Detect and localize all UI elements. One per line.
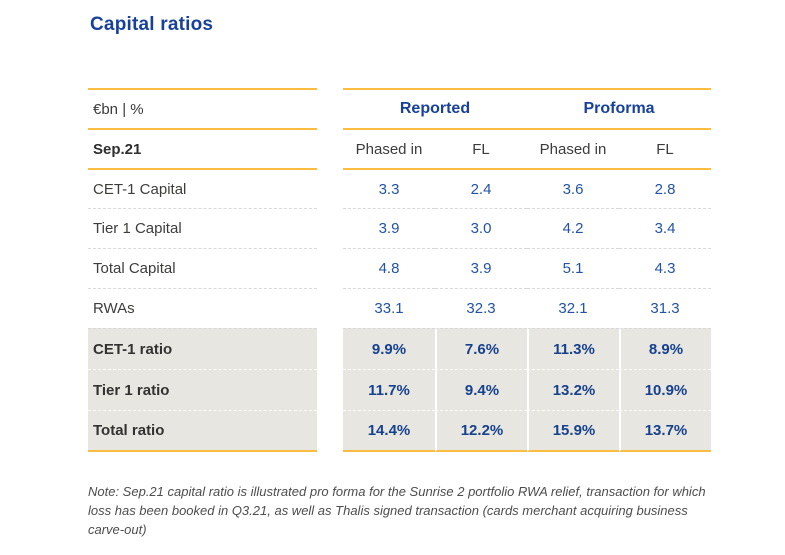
column-gap bbox=[317, 208, 343, 248]
cell-value: 7.6% bbox=[435, 328, 527, 369]
cell-value: 9.4% bbox=[435, 369, 527, 410]
cell-value: 4.8 bbox=[343, 248, 435, 288]
column-gap bbox=[317, 369, 343, 410]
cell-value: 11.3% bbox=[527, 328, 619, 369]
row-label: Tier 1 Capital bbox=[88, 208, 317, 248]
subheader-proforma-fl: FL bbox=[619, 128, 711, 168]
cell-value: 8.9% bbox=[619, 328, 711, 369]
table-row-total-ratio: Total ratio 14.4% 12.2% 15.9% 13.7% bbox=[88, 410, 711, 452]
cell-value: 3.6 bbox=[527, 168, 619, 208]
table-header-subcolumns: Sep.21 Phased in FL Phased in FL bbox=[88, 128, 711, 168]
cell-value: 12.2% bbox=[435, 410, 527, 452]
column-gap bbox=[317, 128, 343, 168]
table-header-groups: €bn | % Reported Proforma bbox=[88, 88, 711, 128]
subheader-proforma-phased-in: Phased in bbox=[527, 128, 619, 168]
row-label: CET-1 ratio bbox=[88, 328, 317, 369]
period-label: Sep.21 bbox=[88, 128, 317, 168]
row-label: Tier 1 ratio bbox=[88, 369, 317, 410]
cell-value: 2.8 bbox=[619, 168, 711, 208]
subheader-reported-fl: FL bbox=[435, 128, 527, 168]
cell-value: 9.9% bbox=[343, 328, 435, 369]
table-row-cet1-ratio: CET-1 ratio 9.9% 7.6% 11.3% 8.9% bbox=[88, 328, 711, 369]
cell-value: 5.1 bbox=[527, 248, 619, 288]
cell-value: 3.4 bbox=[619, 208, 711, 248]
cell-value: 10.9% bbox=[619, 369, 711, 410]
column-gap bbox=[317, 248, 343, 288]
column-gap bbox=[317, 410, 343, 452]
cell-value: 31.3 bbox=[619, 288, 711, 328]
capital-ratios-table: €bn | % Reported Proforma Sep.21 Phased … bbox=[88, 88, 711, 452]
unit-label: €bn | % bbox=[88, 88, 317, 128]
column-gap bbox=[317, 168, 343, 208]
cell-value: 13.7% bbox=[619, 410, 711, 452]
page-title: Capital ratios bbox=[90, 14, 214, 35]
cell-value: 32.1 bbox=[527, 288, 619, 328]
cell-value: 15.9% bbox=[527, 410, 619, 452]
cell-value: 13.2% bbox=[527, 369, 619, 410]
cell-value: 32.3 bbox=[435, 288, 527, 328]
cell-value: 3.3 bbox=[343, 168, 435, 208]
cell-value: 3.9 bbox=[435, 248, 527, 288]
table-row-rwas: RWAs 33.1 32.3 32.1 31.3 bbox=[88, 288, 711, 328]
cell-value: 4.3 bbox=[619, 248, 711, 288]
row-label: RWAs bbox=[88, 288, 317, 328]
group-header-proforma: Proforma bbox=[527, 88, 711, 128]
table-row-cet1-capital: CET-1 Capital 3.3 2.4 3.6 2.8 bbox=[88, 168, 711, 208]
column-gap bbox=[317, 88, 343, 128]
table-row-tier1-ratio: Tier 1 ratio 11.7% 9.4% 13.2% 10.9% bbox=[88, 369, 711, 410]
row-label: Total Capital bbox=[88, 248, 317, 288]
row-label: CET-1 Capital bbox=[88, 168, 317, 208]
table-row-total-capital: Total Capital 4.8 3.9 5.1 4.3 bbox=[88, 248, 711, 288]
cell-value: 3.9 bbox=[343, 208, 435, 248]
cell-value: 2.4 bbox=[435, 168, 527, 208]
row-label: Total ratio bbox=[88, 410, 317, 452]
cell-value: 4.2 bbox=[527, 208, 619, 248]
cell-value: 33.1 bbox=[343, 288, 435, 328]
cell-value: 11.7% bbox=[343, 369, 435, 410]
table-row-tier1-capital: Tier 1 Capital 3.9 3.0 4.2 3.4 bbox=[88, 208, 711, 248]
cell-value: 14.4% bbox=[343, 410, 435, 452]
subheader-reported-phased-in: Phased in bbox=[343, 128, 435, 168]
column-gap bbox=[317, 288, 343, 328]
cell-value: 3.0 bbox=[435, 208, 527, 248]
group-header-reported: Reported bbox=[343, 88, 527, 128]
column-gap bbox=[317, 328, 343, 369]
footnote: Note: Sep.21 capital ratio is illustrate… bbox=[88, 484, 706, 537]
